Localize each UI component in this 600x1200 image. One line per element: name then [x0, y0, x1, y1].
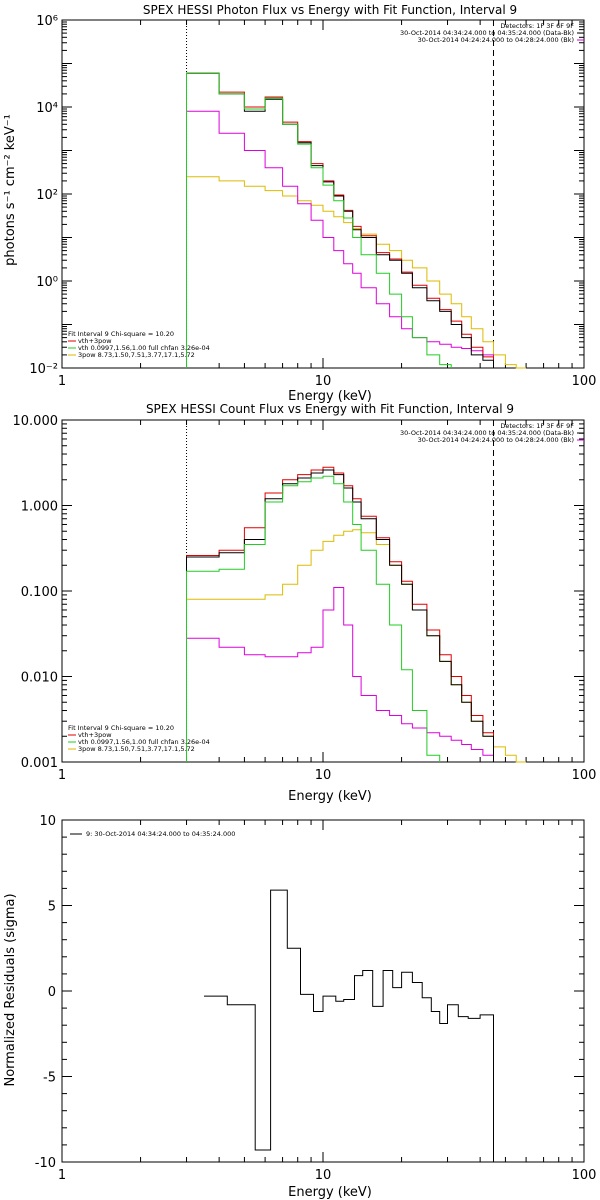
photon-flux-xtick-label: 10 — [315, 374, 332, 389]
photon-flux-legend-top-text: Detectors: 1F 3F 6F 9F — [500, 22, 574, 30]
photon-flux-legend-bottom-text: Fit Interval 9 Chi-square = 10.20 — [68, 330, 174, 338]
residuals-xtick-label: 100 — [572, 1168, 597, 1183]
count-flux-ytick-label: 0.010 — [21, 671, 58, 686]
residuals-series-residual — [204, 889, 494, 1162]
count-flux-xtick-label: 100 — [572, 768, 597, 783]
photon-flux-ytick-label: 10⁴ — [36, 101, 58, 116]
count-flux-xtick-label: 1 — [58, 768, 66, 783]
count-flux-series-vth — [186, 475, 441, 762]
photon-flux-ylabel: photons s⁻¹ cm⁻² keV⁻¹ — [3, 114, 18, 266]
count-flux-series-bk — [186, 587, 494, 762]
residuals-ylabel: Normalized Residuals (sigma) — [3, 893, 18, 1086]
photon-flux-series-data-bk — [186, 72, 506, 369]
count-flux-ytick-label: 1.000 — [21, 500, 58, 515]
photon-flux-ytick-label: 10⁶ — [36, 14, 58, 29]
photon-flux-frame — [61, 19, 585, 369]
count-flux-series-3pow — [186, 529, 527, 763]
count-flux-series-data-bk — [186, 469, 494, 762]
count-flux-title: SPEX HESSI Count Flux vs Energy with Fit… — [146, 402, 514, 416]
count-flux-ytick-label: 10.000 — [13, 414, 59, 429]
photon-flux-ytick-label: 10² — [36, 188, 58, 203]
photon-flux-title: SPEX HESSI Photon Flux vs Energy with Fi… — [143, 3, 517, 17]
photon-flux-ytick-label: 10⁻² — [29, 362, 58, 377]
count-flux-legend-bottom-text: vth+3pow — [78, 731, 112, 739]
residuals-xlabel: Energy (keV) — [288, 1185, 372, 1200]
photon-flux-series-vth-3pow — [186, 72, 494, 368]
photon-flux-legend-bottom-text: vth+3pow — [78, 337, 112, 345]
count-flux-legend-bottom-text: vth 0.0997,1.56,1.00 full chfan 3.26e-04 — [78, 738, 210, 746]
count-flux-panel: SPEX HESSI Count Flux vs Energy with Fit… — [13, 402, 597, 804]
photon-flux-series-vth — [186, 72, 452, 368]
residuals-ytick-label: 5 — [48, 900, 56, 915]
count-flux-legend-bottom-text: Fit Interval 9 Chi-square = 10.20 — [68, 724, 174, 732]
photon-flux-xlabel: Energy (keV) — [288, 389, 372, 404]
photon-flux-series-bk — [186, 110, 494, 368]
residuals-panel: Energy (keV) Normalized Residuals (sigma… — [3, 814, 596, 1200]
count-flux-xlabel: Energy (keV) — [288, 789, 372, 804]
residuals-xtick-label: 10 — [315, 1168, 332, 1183]
residuals-ytick-label: 10 — [39, 814, 56, 829]
count-flux-ytick-label: 0.001 — [21, 756, 58, 771]
residuals-legend-text: 9: 30-Oct-2014 04:34:24.000 to 04:35:24.… — [86, 830, 235, 838]
photon-flux-ytick-label: 10⁰ — [36, 275, 58, 290]
residuals-ytick-label: -5 — [43, 1071, 56, 1086]
photon-flux-legend-bottom-text: 3pow 8.73,1.50,7.51,3.77,17.1,5.72 — [78, 351, 195, 359]
count-flux-series-vth-3pow — [186, 466, 494, 762]
residuals-ytick-label: 0 — [48, 985, 56, 1000]
count-flux-legend-top-text: 30-Oct-2014 04:34:24.000 to 04:35:24.000… — [400, 429, 574, 437]
count-flux-legend-top-text: Detectors: 1F 3F 6F 9F — [500, 422, 574, 430]
photon-flux-legend-top-text: 30-Oct-2014 04:34:24.000 to 04:35:24.000… — [400, 29, 574, 37]
photon-flux-series-3pow — [186, 176, 527, 369]
photon-flux-xtick-label: 1 — [58, 374, 66, 389]
residuals-ytick-label: -10 — [35, 1156, 56, 1171]
count-flux-legend-bottom-text: 3pow 8.73,1.50,7.51,3.77,17.1,5.72 — [78, 745, 195, 753]
photon-flux-legend-top-text: 30-Oct-2014 04:24:24.000 to 04:28:24.000… — [418, 36, 574, 44]
photon-flux-panel: SPEX HESSI Photon Flux vs Energy with Fi… — [3, 3, 596, 404]
count-flux-xtick-label: 10 — [315, 768, 332, 783]
photon-flux-xtick-label: 100 — [572, 374, 597, 389]
residuals-xtick-label: 1 — [58, 1168, 66, 1183]
residuals-frame — [61, 819, 585, 1163]
photon-flux-legend-bottom-text: vth 0.0997,1.56,1.00 full chfan 3.26e-04 — [78, 344, 210, 352]
count-flux-ytick-label: 0.100 — [21, 585, 58, 600]
count-flux-legend-top-text: 30-Oct-2014 04:24:24.000 to 04:28:24.000… — [418, 436, 574, 444]
